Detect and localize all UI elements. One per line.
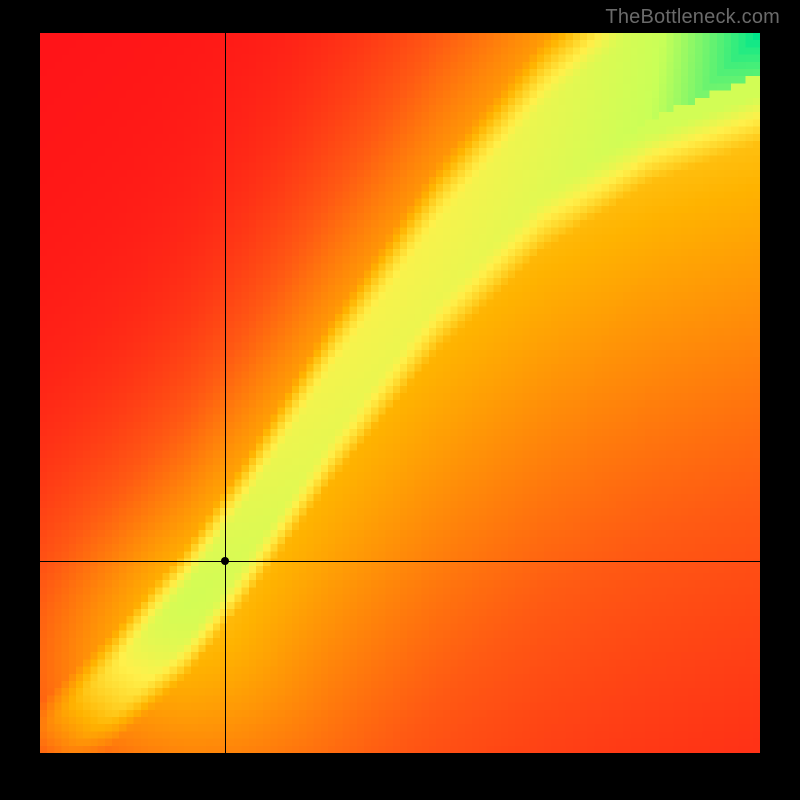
watermark: TheBottleneck.com — [605, 6, 780, 29]
root: TheBottleneck.com — [0, 0, 800, 800]
crosshair-vertical — [225, 33, 226, 753]
crosshair-horizontal — [40, 561, 760, 562]
heatmap-plot — [40, 33, 760, 753]
heatmap-canvas — [40, 33, 760, 753]
intersection-marker — [221, 557, 229, 565]
